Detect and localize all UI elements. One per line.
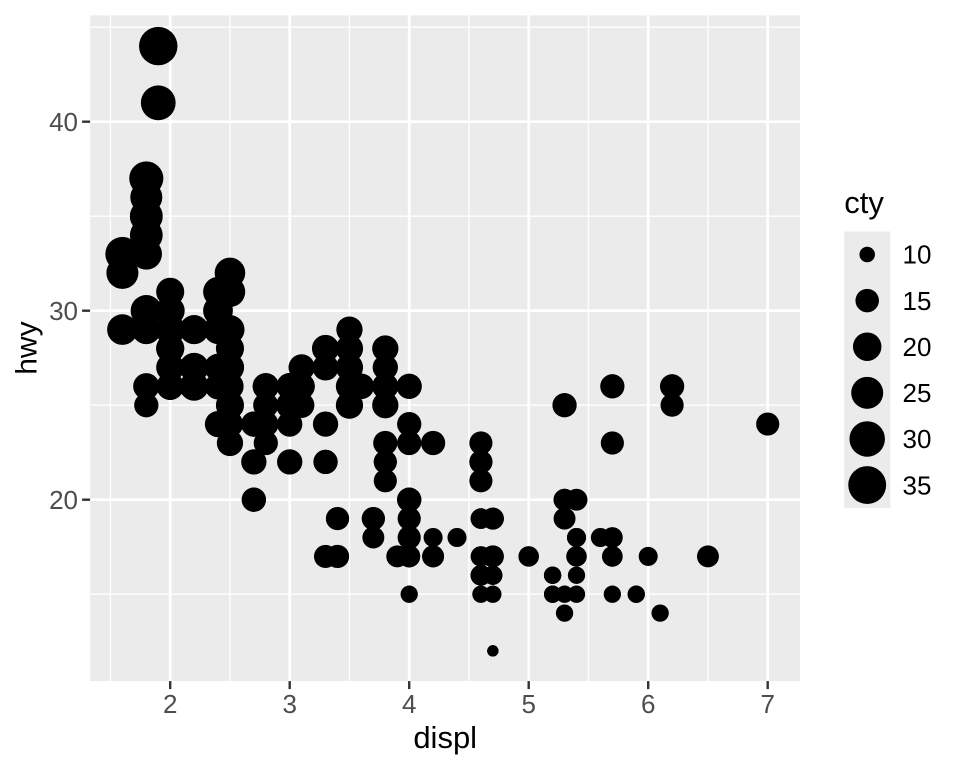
- svg-text:cty: cty: [844, 185, 884, 220]
- svg-text:20: 20: [903, 332, 932, 362]
- svg-text:6: 6: [641, 689, 655, 719]
- svg-text:4: 4: [402, 689, 416, 719]
- svg-text:30: 30: [49, 296, 78, 326]
- svg-text:40: 40: [49, 107, 78, 137]
- svg-text:30: 30: [903, 424, 932, 454]
- svg-text:5: 5: [521, 689, 535, 719]
- svg-text:35: 35: [903, 470, 932, 500]
- svg-text:25: 25: [903, 378, 932, 408]
- svg-text:displ: displ: [413, 720, 477, 755]
- svg-text:hwy: hwy: [10, 321, 43, 374]
- svg-text:10: 10: [903, 240, 932, 270]
- svg-text:3: 3: [282, 689, 296, 719]
- svg-text:7: 7: [760, 689, 774, 719]
- svg-text:20: 20: [49, 485, 78, 515]
- svg-text:15: 15: [903, 286, 932, 316]
- svg-text:2: 2: [163, 689, 177, 719]
